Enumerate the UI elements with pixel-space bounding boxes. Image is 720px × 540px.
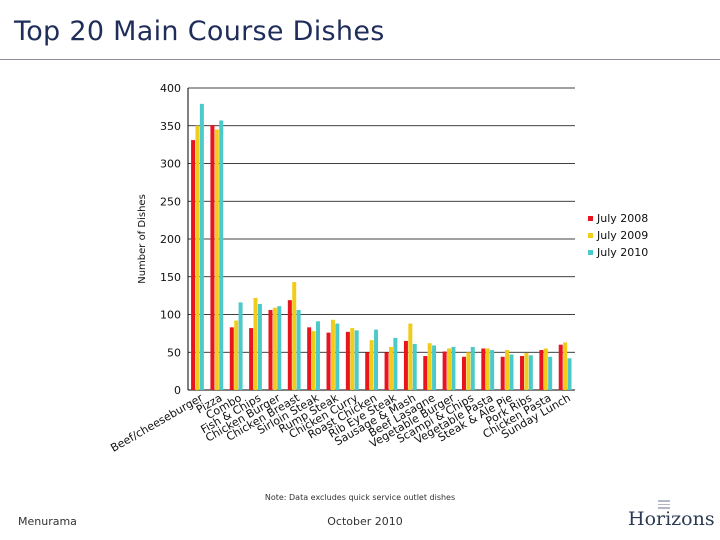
legend-swatch [588, 250, 593, 255]
bar [485, 348, 490, 390]
bar [234, 320, 239, 390]
bar [524, 353, 529, 390]
y-axis-label: Number of Dishes [137, 194, 148, 284]
bar-chart: 0 50 100 150 200 250 300 350 400 Number of Dishes… [108, 82, 648, 455]
bar [253, 297, 258, 390]
bar [548, 356, 553, 390]
bar [543, 348, 548, 390]
bar [447, 348, 452, 390]
bar [214, 129, 219, 390]
bar [393, 337, 398, 390]
y-tick-label: 150 [160, 271, 181, 284]
page-title: Top 20 Main Course Dishes [14, 16, 385, 47]
bar [335, 323, 340, 390]
y-tick-label: 0 [174, 384, 181, 397]
bar [505, 349, 510, 390]
bar [219, 120, 224, 390]
bar [296, 309, 301, 390]
y-tick-label: 200 [160, 233, 181, 246]
logo-mark-icon [658, 500, 670, 511]
bar [199, 103, 204, 390]
bar [315, 321, 320, 390]
bar [384, 352, 389, 390]
bar [272, 307, 277, 390]
title-divider [0, 59, 720, 60]
y-tick-label: 250 [160, 195, 181, 208]
bar [311, 331, 316, 390]
bar [509, 354, 514, 390]
bar [210, 124, 215, 391]
bar [350, 328, 355, 390]
y-tick-label: 100 [160, 309, 181, 322]
company-logo: Horizons [628, 500, 715, 532]
y-tick-label: 50 [167, 346, 181, 359]
bar [427, 343, 432, 390]
bar [490, 349, 495, 390]
bar [369, 340, 374, 390]
legend-label: July 2009 [596, 229, 648, 242]
bar [365, 352, 370, 390]
bar [403, 340, 408, 390]
footer-date: October 2010 [327, 515, 403, 528]
chart-note: Note: Data excludes quick service outlet… [264, 493, 456, 502]
x-tick-label: Beef/cheeseburger [108, 391, 205, 455]
bar [326, 332, 331, 390]
bar [520, 356, 525, 390]
bar [354, 330, 359, 390]
bar [567, 358, 572, 390]
bar [257, 303, 262, 390]
bar [442, 351, 447, 390]
bar [277, 306, 282, 390]
bar [330, 319, 335, 390]
bar [461, 356, 466, 390]
logo-text: Horizons [628, 508, 715, 530]
y-tick-label: 400 [160, 82, 181, 95]
bar [481, 348, 486, 390]
legend-swatch [588, 216, 593, 221]
bar [268, 309, 273, 390]
bar [388, 346, 393, 390]
legend-label: July 2008 [596, 212, 648, 225]
bar [466, 352, 471, 390]
bar [238, 302, 243, 390]
bar [195, 125, 200, 390]
bar [292, 282, 297, 390]
bar [539, 349, 544, 390]
bar [374, 329, 379, 390]
bar [249, 328, 254, 390]
bar [558, 344, 563, 390]
bar [432, 345, 437, 390]
bar [451, 346, 456, 390]
bar [528, 355, 533, 390]
y-tick-label: 300 [160, 158, 181, 171]
y-tick-label: 350 [160, 120, 181, 133]
bar [307, 327, 312, 390]
footer-source: Menurama [18, 515, 77, 528]
bar [287, 300, 292, 390]
legend-label: July 2010 [596, 246, 648, 259]
bar [563, 342, 568, 390]
bar [500, 356, 505, 390]
bar [470, 346, 475, 390]
bar [423, 356, 428, 390]
bar [345, 331, 350, 390]
bar [191, 140, 196, 390]
bar [408, 323, 413, 390]
legend-swatch [588, 233, 593, 238]
bar [412, 343, 417, 390]
bar [229, 327, 234, 390]
